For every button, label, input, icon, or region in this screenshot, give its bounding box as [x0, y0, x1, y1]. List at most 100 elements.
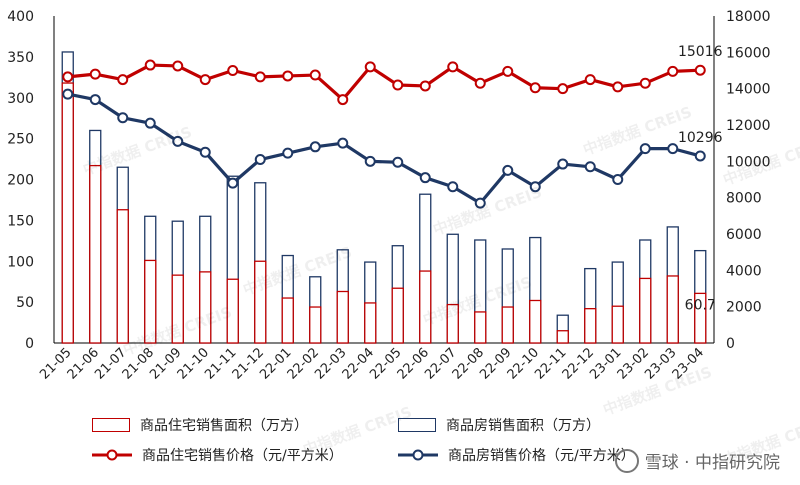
- bar-residential-area: [61, 82, 74, 344]
- point-residential-price: [529, 82, 541, 94]
- bar-residential-area: [611, 305, 624, 344]
- left-tick-label: 350: [7, 50, 34, 66]
- right-tick-label: 12000: [726, 118, 771, 134]
- line-swatch-icon: [92, 449, 132, 461]
- left-tick-label: 50: [16, 295, 34, 311]
- point-total-price: [282, 147, 294, 159]
- point-total-price: [254, 154, 266, 166]
- point-residential-price: [694, 64, 706, 76]
- point-residential-price: [584, 74, 596, 86]
- x-tick-label: 23-04: [670, 345, 707, 382]
- legend-item-residential-price: 商品住宅销售价格（元/平方米）: [92, 445, 343, 465]
- data-label: 60.7: [685, 297, 716, 313]
- bar-residential-area: [501, 306, 514, 344]
- point-residential-price: [639, 77, 651, 89]
- right-tick-label: 18000: [726, 9, 771, 25]
- point-total-price: [392, 156, 404, 168]
- bar-residential-area: [446, 303, 459, 344]
- line-series: [62, 59, 706, 209]
- point-residential-price: [282, 70, 294, 82]
- bar-residential-area: [254, 260, 267, 344]
- point-total-price: [227, 177, 239, 189]
- bar-residential-area: [226, 278, 239, 344]
- point-total-price: [117, 112, 129, 124]
- bar-residential-area: [364, 302, 377, 344]
- data-label: 10296: [678, 130, 723, 146]
- line-swatch-icon: [398, 449, 438, 461]
- legend-label: 商品房销售价格（元/平方米）: [448, 448, 635, 464]
- point-residential-price: [89, 68, 101, 80]
- data-labels: 15016 10296 60.7: [678, 44, 723, 313]
- bar-series: [61, 51, 707, 344]
- point-total-price: [639, 143, 651, 155]
- bar-residential-area: [474, 311, 487, 344]
- bar-swatch-icon: [398, 418, 436, 432]
- point-total-price: [529, 181, 541, 193]
- point-residential-price: [337, 94, 349, 106]
- point-total-price: [447, 181, 459, 193]
- point-total-price: [337, 137, 349, 149]
- bar-residential-area: [639, 277, 652, 344]
- point-residential-price: [199, 74, 211, 86]
- axis-lines: [53, 16, 715, 344]
- point-residential-price: [612, 81, 624, 93]
- data-label: 15016: [678, 44, 723, 60]
- point-residential-price: [502, 65, 514, 77]
- left-tick-label: 250: [7, 132, 34, 148]
- bar-swatch-icon: [92, 418, 130, 432]
- point-residential-price: [172, 60, 184, 72]
- point-total-price: [502, 164, 514, 176]
- point-total-price: [474, 197, 486, 209]
- bar-residential-area: [171, 274, 184, 344]
- right-tick-label: 16000: [726, 45, 771, 61]
- bar-residential-area: [694, 292, 707, 344]
- bar-residential-area: [391, 287, 404, 344]
- left-tick-label: 150: [7, 213, 34, 229]
- point-total-price: [309, 141, 321, 153]
- right-tick-label: 0: [726, 336, 735, 352]
- point-total-price: [89, 94, 101, 106]
- bar-residential-area: [529, 299, 542, 344]
- left-tick-label: 300: [7, 91, 34, 107]
- bar-residential-area: [419, 270, 432, 344]
- bar-residential-area: [89, 164, 102, 344]
- bar-residential-area: [144, 259, 157, 344]
- point-residential-price: [392, 79, 404, 91]
- left-tick-label: 100: [7, 254, 34, 270]
- bar-residential-area: [556, 330, 569, 344]
- bar-residential-area: [666, 275, 679, 344]
- point-total-price: [172, 135, 184, 147]
- right-tick-label: 14000: [726, 82, 771, 98]
- point-residential-price: [117, 74, 129, 86]
- bar-residential-area: [584, 308, 597, 344]
- point-total-price: [144, 117, 156, 129]
- point-residential-price: [447, 61, 459, 73]
- point-residential-price: [144, 59, 156, 71]
- line-residential-price: [67, 63, 701, 102]
- legend-label: 商品房销售面积（万方）: [446, 418, 600, 434]
- right-tick-label: 4000: [726, 263, 762, 279]
- legend-label: 商品住宅销售面积（万方）: [140, 418, 308, 434]
- point-total-price: [584, 161, 596, 173]
- point-total-price: [364, 155, 376, 167]
- legend-item-residential-area: 商品住宅销售面积（万方）: [92, 415, 308, 435]
- point-total-price: [694, 150, 706, 162]
- point-total-price: [667, 143, 679, 155]
- point-total-price: [557, 158, 569, 170]
- point-residential-price: [474, 77, 486, 89]
- point-total-price: [612, 174, 624, 185]
- bar-residential-area: [309, 306, 322, 344]
- snowball-logo-icon: [614, 448, 639, 473]
- brand-text: 雪球 · 中指研究院: [644, 453, 780, 473]
- point-residential-price: [227, 65, 239, 76]
- legend-item-total-price: 商品房销售价格（元/平方米）: [398, 445, 635, 465]
- right-tick-label: 6000: [726, 227, 762, 243]
- legend-label: 商品住宅销售价格（元/平方米）: [142, 448, 343, 464]
- bar-residential-area: [116, 209, 129, 344]
- point-total-price: [419, 172, 431, 184]
- bar-residential-area: [199, 271, 212, 344]
- bar-residential-area: [336, 290, 349, 344]
- point-residential-price: [364, 61, 376, 73]
- legend-item-total-area: 商品房销售面积（万方）: [398, 415, 600, 435]
